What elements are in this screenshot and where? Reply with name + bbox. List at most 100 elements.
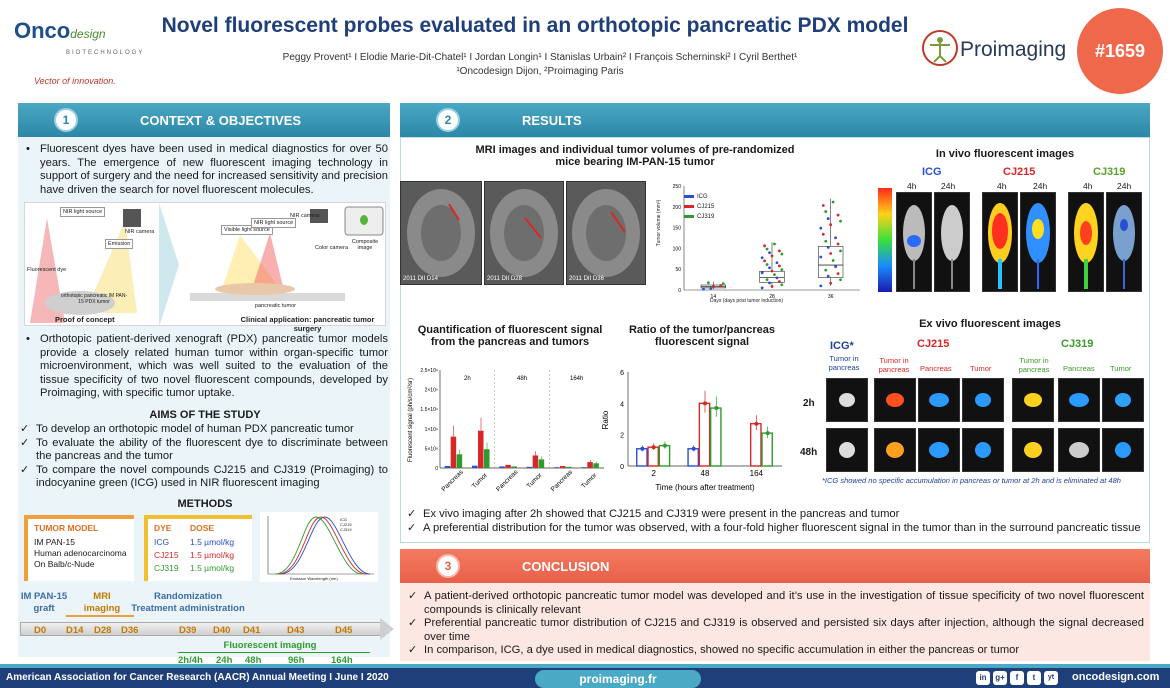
tl-fluorescent-label: Fluorescent imaging: [223, 640, 317, 651]
box-point: [780, 252, 784, 256]
box-point: [765, 247, 769, 251]
twitter-icon[interactable]: t: [1027, 671, 1041, 685]
concept-figure: NIR light source NIR camera Emission Flu…: [24, 202, 386, 333]
timeline-arrow-head: [380, 618, 394, 640]
quant-bar-cj319: [456, 454, 463, 468]
exvivo-image: [918, 428, 960, 472]
quant-group-label: 2h: [464, 376, 471, 382]
spectrum-line-cj215: [277, 516, 367, 575]
aim-item: To compare the novel compounds CJ215 and…: [18, 464, 388, 491]
exvivo-group-label: CJ215: [917, 338, 950, 350]
box-point: [770, 285, 774, 288]
box-legend: ICG CJ215 CJ319: [684, 192, 714, 222]
footer-stripe: [0, 664, 1170, 668]
spectrum-legend-item: ICG: [340, 517, 348, 522]
oncodesign-link[interactable]: oncodesign.com: [1072, 671, 1160, 683]
tl-mri-bracket: [66, 615, 134, 617]
box-point: [773, 273, 776, 277]
ratio-point: [703, 401, 707, 406]
box-point: [707, 281, 710, 285]
quant-bar-cj319: [593, 463, 599, 468]
invivo-mouse-image: [896, 192, 932, 292]
emission-spectrum-chart: ICG CJ215 CJ319 Emission Wavelength (nm): [260, 512, 378, 582]
box-point: [826, 246, 830, 249]
box-point: [770, 269, 774, 273]
mri-title: MRI images and individual tumor volumes …: [475, 144, 795, 168]
exvivo-image: [826, 428, 868, 472]
box-y-tick: 0: [678, 288, 681, 294]
box-iqr: [818, 246, 844, 278]
quant-bar-cj319: [566, 466, 572, 468]
box-point: [821, 232, 825, 236]
invivo-mouse-image: [1068, 192, 1104, 292]
box-x-tick: 28: [769, 294, 775, 300]
color-camera-label: Color camera: [315, 245, 349, 251]
ratio-bar-cj215: [749, 422, 762, 467]
quant-bar-cj215: [587, 462, 593, 468]
tumor-model-box: TUMOR MODEL IM PAN-15 Human adenocarcino…: [24, 515, 134, 581]
nir-camera-label: NIR camera: [125, 229, 155, 235]
dose-header: DOSE: [190, 523, 215, 533]
quant-y-tick: 0: [435, 466, 438, 472]
spectrum-line-cj319: [274, 516, 363, 575]
box-point: [780, 268, 784, 272]
box-point: [763, 259, 767, 263]
footer-meeting: American Association for Cancer Research…: [6, 672, 389, 683]
quant-bar-icg: [444, 466, 451, 468]
box-point: [760, 286, 764, 290]
exvivo-group-label: CJ319: [1061, 338, 1094, 350]
quant-ylabel: Fluorescent signal (ph/s/cm²/sr): [408, 378, 414, 462]
methods-title: METHODS: [177, 498, 233, 510]
nir-camera-label-2: NIR camera: [290, 213, 320, 219]
box-point: [777, 280, 781, 283]
mri-image: 2011 DII D28: [484, 181, 564, 285]
box-legend-item: ICG: [684, 192, 714, 202]
tl-day: D36: [121, 625, 139, 636]
box-point: [829, 223, 833, 227]
invivo-mouse-image: [934, 192, 970, 292]
exvivo-sub: Pancreas: [920, 364, 952, 373]
spectrum-legend: ICG CJ215 CJ319: [340, 517, 352, 532]
quant-x-tick: Pancreas: [550, 468, 575, 493]
invivo-mouse-image: [1106, 192, 1142, 292]
box-x-tick: 36: [828, 294, 834, 300]
ratio-point: [765, 431, 770, 436]
quant-bar-cj215: [505, 464, 511, 468]
box-point: [760, 256, 764, 260]
box-ylabel: Tumor volume (mm³): [656, 199, 662, 247]
section-2-title: RESULTS: [522, 112, 582, 128]
tl-day: D14: [66, 625, 84, 636]
results-bullets: Ex vivo imaging after 2h showed that CJ2…: [405, 508, 1145, 535]
nir-light-label: NIR light source: [60, 207, 106, 217]
box-point: [773, 242, 776, 246]
box-y-tick: 150: [673, 226, 682, 232]
quant-y-tick: 1×10⁹: [425, 427, 438, 433]
box-point: [824, 210, 828, 213]
box-point: [821, 204, 825, 207]
mri-tag: 2011 DII D14: [403, 276, 438, 282]
dye-dose-box: DYE DOSE ICG 1.5 µmol/kg CJ215 1.5 µmol/kg…: [144, 515, 252, 581]
tl-day: D28: [94, 625, 112, 636]
invivo-group-label: ICG: [922, 166, 942, 178]
context-bullet-1: Fluorescent dyes have been used in medic…: [22, 143, 388, 197]
linkedin-icon[interactable]: in: [976, 671, 990, 685]
facebook-icon[interactable]: f: [1010, 671, 1024, 685]
youtube-icon[interactable]: yt: [1044, 671, 1058, 685]
mri-image: 2011 DII D14: [400, 181, 482, 285]
quant-bar-icg: [581, 467, 587, 468]
exvivo-image: [826, 378, 868, 422]
box-point: [826, 274, 830, 278]
aims-title: AIMS OF THE STUDY: [149, 409, 261, 421]
proimaging-logo-icon: [922, 30, 958, 66]
exvivo-image: [1102, 378, 1144, 422]
box-point: [819, 226, 823, 230]
proimaging-link[interactable]: proimaging.fr: [535, 670, 701, 688]
social-icons: in g+ f t yt: [976, 671, 1058, 685]
quant-group-label: 164h: [570, 376, 583, 382]
quant-bar-cj215: [477, 430, 484, 468]
ratio-bar-cj319: [709, 407, 722, 467]
ratio-y-tick: 6: [620, 370, 624, 377]
googleplus-icon[interactable]: g+: [993, 671, 1007, 685]
tl-time: 96h: [288, 655, 305, 666]
ratio-ylabel: Ratio: [601, 410, 610, 429]
